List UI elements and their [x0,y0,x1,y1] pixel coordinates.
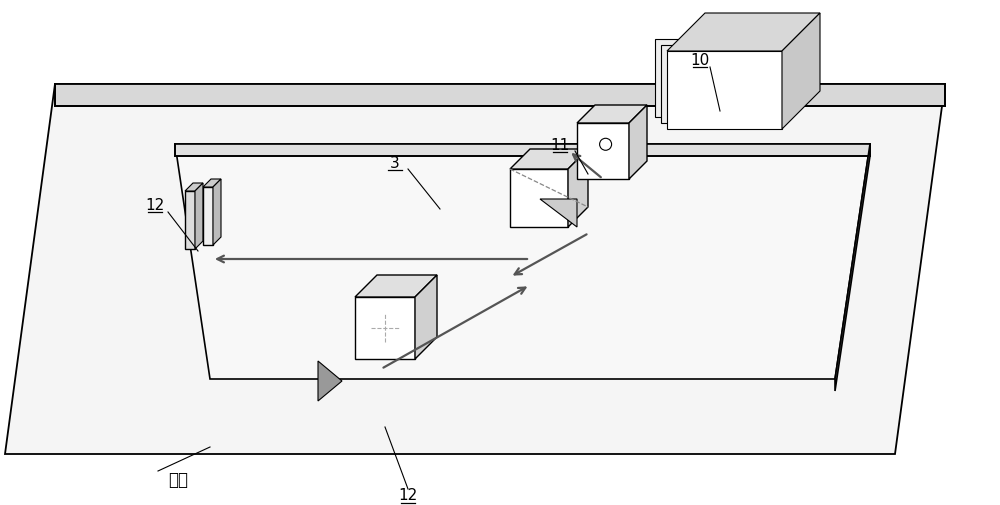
Polygon shape [782,14,820,130]
Polygon shape [655,40,770,118]
Polygon shape [629,106,647,180]
Text: 11: 11 [550,137,570,152]
Polygon shape [835,145,870,391]
Text: 10: 10 [690,53,710,67]
Polygon shape [667,14,820,52]
Polygon shape [355,297,415,359]
Polygon shape [5,85,945,454]
Polygon shape [55,85,945,107]
Polygon shape [510,170,568,228]
Polygon shape [661,46,776,124]
Polygon shape [355,275,437,297]
Polygon shape [415,275,437,359]
Polygon shape [195,184,203,249]
Polygon shape [185,184,203,191]
Polygon shape [175,145,870,379]
Polygon shape [568,149,588,228]
Polygon shape [667,52,782,130]
Text: 12: 12 [398,487,418,502]
Text: 12: 12 [145,197,165,212]
Polygon shape [175,145,870,157]
Polygon shape [203,188,213,245]
Polygon shape [318,361,342,401]
Text: 3: 3 [390,155,400,170]
Polygon shape [510,149,588,170]
Text: 基板: 基板 [168,470,188,488]
Circle shape [600,139,612,151]
Polygon shape [185,191,195,249]
Polygon shape [540,199,577,228]
Polygon shape [203,180,221,188]
Polygon shape [577,124,629,180]
Polygon shape [577,106,647,124]
Polygon shape [213,180,221,245]
